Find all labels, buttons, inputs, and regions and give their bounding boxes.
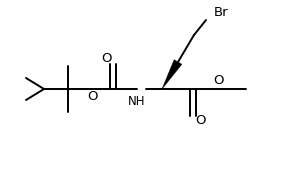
Polygon shape bbox=[162, 60, 182, 89]
Text: O: O bbox=[213, 75, 223, 88]
Text: O: O bbox=[101, 53, 111, 66]
Text: O: O bbox=[87, 90, 97, 103]
Text: NH: NH bbox=[128, 95, 146, 108]
Text: Br: Br bbox=[214, 7, 229, 20]
Text: O: O bbox=[195, 114, 205, 127]
